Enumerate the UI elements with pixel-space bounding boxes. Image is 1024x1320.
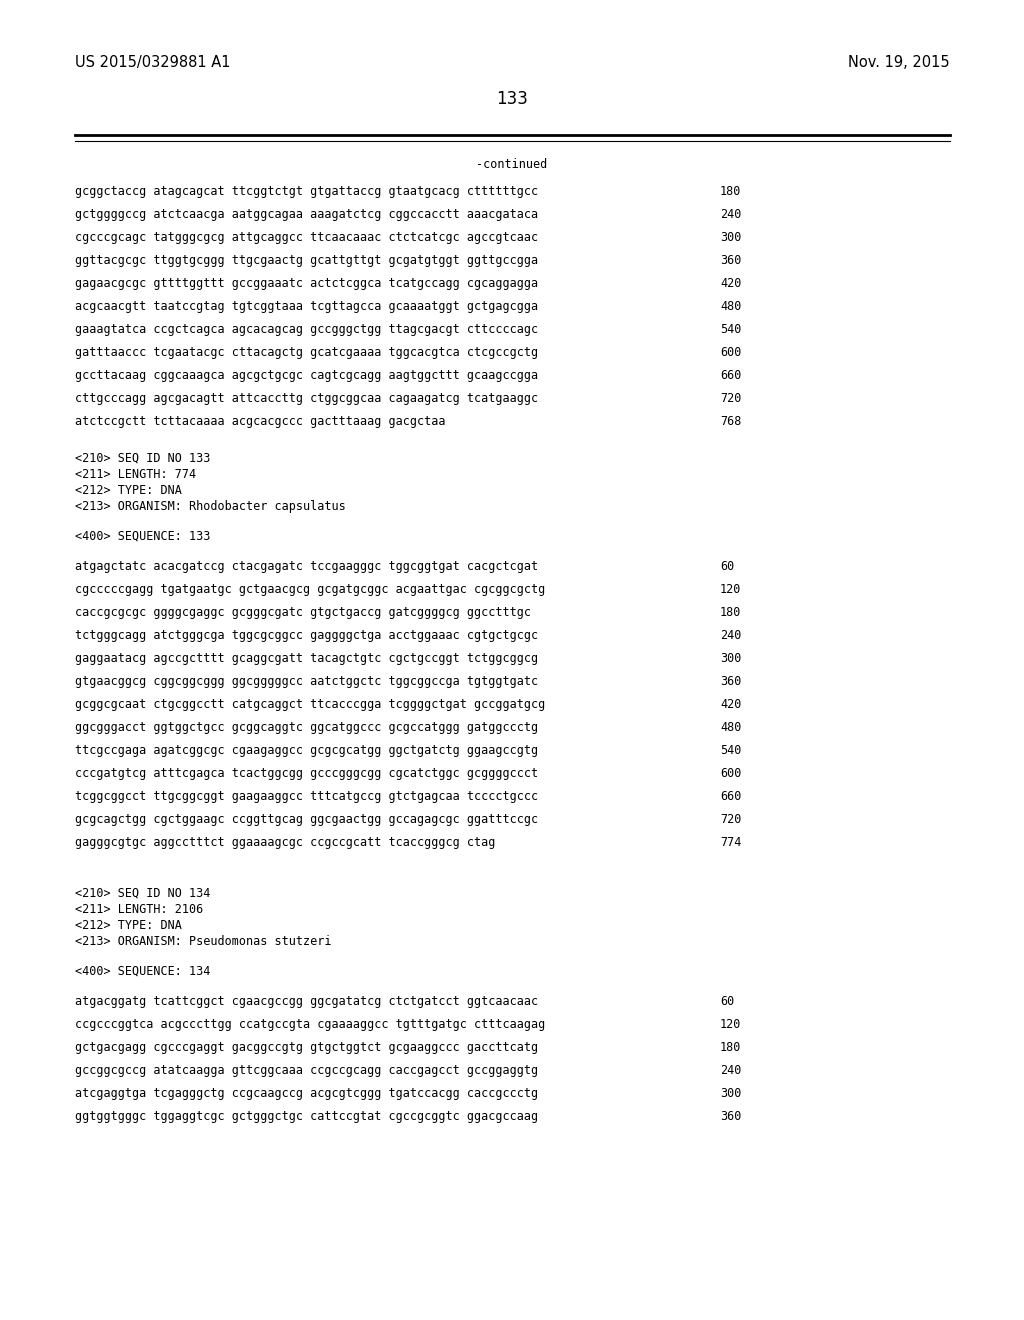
Text: gatttaaccc tcgaatacgc cttacagctg gcatcgaaaa tggcacgtca ctcgccgctg: gatttaaccc tcgaatacgc cttacagctg gcatcga… bbox=[75, 346, 539, 359]
Text: 540: 540 bbox=[720, 323, 741, 337]
Text: 420: 420 bbox=[720, 277, 741, 290]
Text: atctccgctt tcttacaaaa acgcacgccc gactttaaag gacgctaa: atctccgctt tcttacaaaa acgcacgccc gacttta… bbox=[75, 414, 445, 428]
Text: atcgaggtga tcgagggctg ccgcaagccg acgcgtcggg tgatccacgg caccgccctg: atcgaggtga tcgagggctg ccgcaagccg acgcgtc… bbox=[75, 1086, 539, 1100]
Text: ccgcccggtca acgcccttgg ccatgccgta cgaaaaggcc tgtttgatgc ctttcaagag: ccgcccggtca acgcccttgg ccatgccgta cgaaaa… bbox=[75, 1018, 545, 1031]
Text: US 2015/0329881 A1: US 2015/0329881 A1 bbox=[75, 55, 230, 70]
Text: 120: 120 bbox=[720, 583, 741, 597]
Text: 660: 660 bbox=[720, 789, 741, 803]
Text: 420: 420 bbox=[720, 698, 741, 711]
Text: 600: 600 bbox=[720, 767, 741, 780]
Text: 60: 60 bbox=[720, 995, 734, 1008]
Text: <210> SEQ ID NO 134: <210> SEQ ID NO 134 bbox=[75, 887, 210, 900]
Text: gaggaatacg agccgctttt gcaggcgatt tacagctgtc cgctgccggt tctggcggcg: gaggaatacg agccgctttt gcaggcgatt tacagct… bbox=[75, 652, 539, 665]
Text: 133: 133 bbox=[496, 90, 528, 108]
Text: <213> ORGANISM: Pseudomonas stutzeri: <213> ORGANISM: Pseudomonas stutzeri bbox=[75, 935, 332, 948]
Text: gcggcgcaat ctgcggcctt catgcaggct ttcacccgga tcggggctgat gccggatgcg: gcggcgcaat ctgcggcctt catgcaggct ttcaccc… bbox=[75, 698, 545, 711]
Text: 240: 240 bbox=[720, 630, 741, 642]
Text: 60: 60 bbox=[720, 560, 734, 573]
Text: gagaacgcgc gttttggttt gccggaaatc actctcggca tcatgccagg cgcaggagga: gagaacgcgc gttttggttt gccggaaatc actctcg… bbox=[75, 277, 539, 290]
Text: gcgcagctgg cgctggaagc ccggttgcag ggcgaactgg gccagagcgc ggatttccgc: gcgcagctgg cgctggaagc ccggttgcag ggcgaac… bbox=[75, 813, 539, 826]
Text: cgcccccgagg tgatgaatgc gctgaacgcg gcgatgcggc acgaattgac cgcggcgctg: cgcccccgagg tgatgaatgc gctgaacgcg gcgatg… bbox=[75, 583, 545, 597]
Text: tctgggcagg atctgggcga tggcgcggcc gaggggctga acctggaaac cgtgctgcgc: tctgggcagg atctgggcga tggcgcggcc gaggggc… bbox=[75, 630, 539, 642]
Text: ggtggtgggc tggaggtcgc gctgggctgc cattccgtat cgccgcggtc ggacgccaag: ggtggtgggc tggaggtcgc gctgggctgc cattccg… bbox=[75, 1110, 539, 1123]
Text: -continued: -continued bbox=[476, 158, 548, 172]
Text: gccggcgccg atatcaagga gttcggcaaa ccgccgcagg caccgagcct gccggaggtg: gccggcgccg atatcaagga gttcggcaaa ccgccgc… bbox=[75, 1064, 539, 1077]
Text: 720: 720 bbox=[720, 392, 741, 405]
Text: <211> LENGTH: 774: <211> LENGTH: 774 bbox=[75, 469, 197, 480]
Text: 774: 774 bbox=[720, 836, 741, 849]
Text: 120: 120 bbox=[720, 1018, 741, 1031]
Text: caccgcgcgc ggggcgaggc gcgggcgatc gtgctgaccg gatcggggcg ggcctttgc: caccgcgcgc ggggcgaggc gcgggcgatc gtgctga… bbox=[75, 606, 531, 619]
Text: ggttacgcgc ttggtgcggg ttgcgaactg gcattgttgt gcgatgtggt ggttgccgga: ggttacgcgc ttggtgcggg ttgcgaactg gcattgt… bbox=[75, 253, 539, 267]
Text: 240: 240 bbox=[720, 1064, 741, 1077]
Text: 480: 480 bbox=[720, 300, 741, 313]
Text: 360: 360 bbox=[720, 675, 741, 688]
Text: acgcaacgtt taatccgtag tgtcggtaaa tcgttagcca gcaaaatggt gctgagcgga: acgcaacgtt taatccgtag tgtcggtaaa tcgttag… bbox=[75, 300, 539, 313]
Text: 540: 540 bbox=[720, 744, 741, 756]
Text: 600: 600 bbox=[720, 346, 741, 359]
Text: <210> SEQ ID NO 133: <210> SEQ ID NO 133 bbox=[75, 451, 210, 465]
Text: ttcgccgaga agatcggcgc cgaagaggcc gcgcgcatgg ggctgatctg ggaagccgtg: ttcgccgaga agatcggcgc cgaagaggcc gcgcgca… bbox=[75, 744, 539, 756]
Text: cccgatgtcg atttcgagca tcactggcgg gcccgggcgg cgcatctggc gcggggccct: cccgatgtcg atttcgagca tcactggcgg gcccggg… bbox=[75, 767, 539, 780]
Text: gtgaacggcg cggcggcggg ggcgggggcc aatctggctc tggcggccga tgtggtgatc: gtgaacggcg cggcggcggg ggcgggggcc aatctgg… bbox=[75, 675, 539, 688]
Text: 480: 480 bbox=[720, 721, 741, 734]
Text: <400> SEQUENCE: 134: <400> SEQUENCE: 134 bbox=[75, 965, 210, 978]
Text: ggcgggacct ggtggctgcc gcggcaggtc ggcatggccc gcgccatggg gatggccctg: ggcgggacct ggtggctgcc gcggcaggtc ggcatgg… bbox=[75, 721, 539, 734]
Text: gaaagtatca ccgctcagca agcacagcag gccgggctgg ttagcgacgt cttccccagc: gaaagtatca ccgctcagca agcacagcag gccgggc… bbox=[75, 323, 539, 337]
Text: gctgacgagg cgcccgaggt gacggccgtg gtgctggtct gcgaaggccc gaccttcatg: gctgacgagg cgcccgaggt gacggccgtg gtgctgg… bbox=[75, 1041, 539, 1053]
Text: 300: 300 bbox=[720, 1086, 741, 1100]
Text: 768: 768 bbox=[720, 414, 741, 428]
Text: 180: 180 bbox=[720, 1041, 741, 1053]
Text: 240: 240 bbox=[720, 209, 741, 220]
Text: cttgcccagg agcgacagtt attcaccttg ctggcggcaa cagaagatcg tcatgaaggc: cttgcccagg agcgacagtt attcaccttg ctggcgg… bbox=[75, 392, 539, 405]
Text: 300: 300 bbox=[720, 231, 741, 244]
Text: gccttacaag cggcaaagca agcgctgcgc cagtcgcagg aagtggcttt gcaagccgga: gccttacaag cggcaaagca agcgctgcgc cagtcgc… bbox=[75, 370, 539, 381]
Text: <400> SEQUENCE: 133: <400> SEQUENCE: 133 bbox=[75, 531, 210, 543]
Text: gctggggccg atctcaacga aatggcagaa aaagatctcg cggccacctt aaacgataca: gctggggccg atctcaacga aatggcagaa aaagatc… bbox=[75, 209, 539, 220]
Text: <213> ORGANISM: Rhodobacter capsulatus: <213> ORGANISM: Rhodobacter capsulatus bbox=[75, 500, 346, 513]
Text: <211> LENGTH: 2106: <211> LENGTH: 2106 bbox=[75, 903, 203, 916]
Text: atgacggatg tcattcggct cgaacgccgg ggcgatatcg ctctgatcct ggtcaacaac: atgacggatg tcattcggct cgaacgccgg ggcgata… bbox=[75, 995, 539, 1008]
Text: gagggcgtgc aggcctttct ggaaaagcgc ccgccgcatt tcaccgggcg ctag: gagggcgtgc aggcctttct ggaaaagcgc ccgccgc… bbox=[75, 836, 496, 849]
Text: tcggcggcct ttgcggcggt gaagaaggcc tttcatgccg gtctgagcaa tcccctgccc: tcggcggcct ttgcggcggt gaagaaggcc tttcatg… bbox=[75, 789, 539, 803]
Text: <212> TYPE: DNA: <212> TYPE: DNA bbox=[75, 919, 182, 932]
Text: gcggctaccg atagcagcat ttcggtctgt gtgattaccg gtaatgcacg cttttttgcc: gcggctaccg atagcagcat ttcggtctgt gtgatta… bbox=[75, 185, 539, 198]
Text: 660: 660 bbox=[720, 370, 741, 381]
Text: 360: 360 bbox=[720, 1110, 741, 1123]
Text: 300: 300 bbox=[720, 652, 741, 665]
Text: 360: 360 bbox=[720, 253, 741, 267]
Text: atgagctatc acacgatccg ctacgagatc tccgaagggc tggcggtgat cacgctcgat: atgagctatc acacgatccg ctacgagatc tccgaag… bbox=[75, 560, 539, 573]
Text: <212> TYPE: DNA: <212> TYPE: DNA bbox=[75, 484, 182, 498]
Text: cgcccgcagc tatgggcgcg attgcaggcc ttcaacaaac ctctcatcgc agccgtcaac: cgcccgcagc tatgggcgcg attgcaggcc ttcaaca… bbox=[75, 231, 539, 244]
Text: 180: 180 bbox=[720, 606, 741, 619]
Text: 180: 180 bbox=[720, 185, 741, 198]
Text: 720: 720 bbox=[720, 813, 741, 826]
Text: Nov. 19, 2015: Nov. 19, 2015 bbox=[848, 55, 950, 70]
